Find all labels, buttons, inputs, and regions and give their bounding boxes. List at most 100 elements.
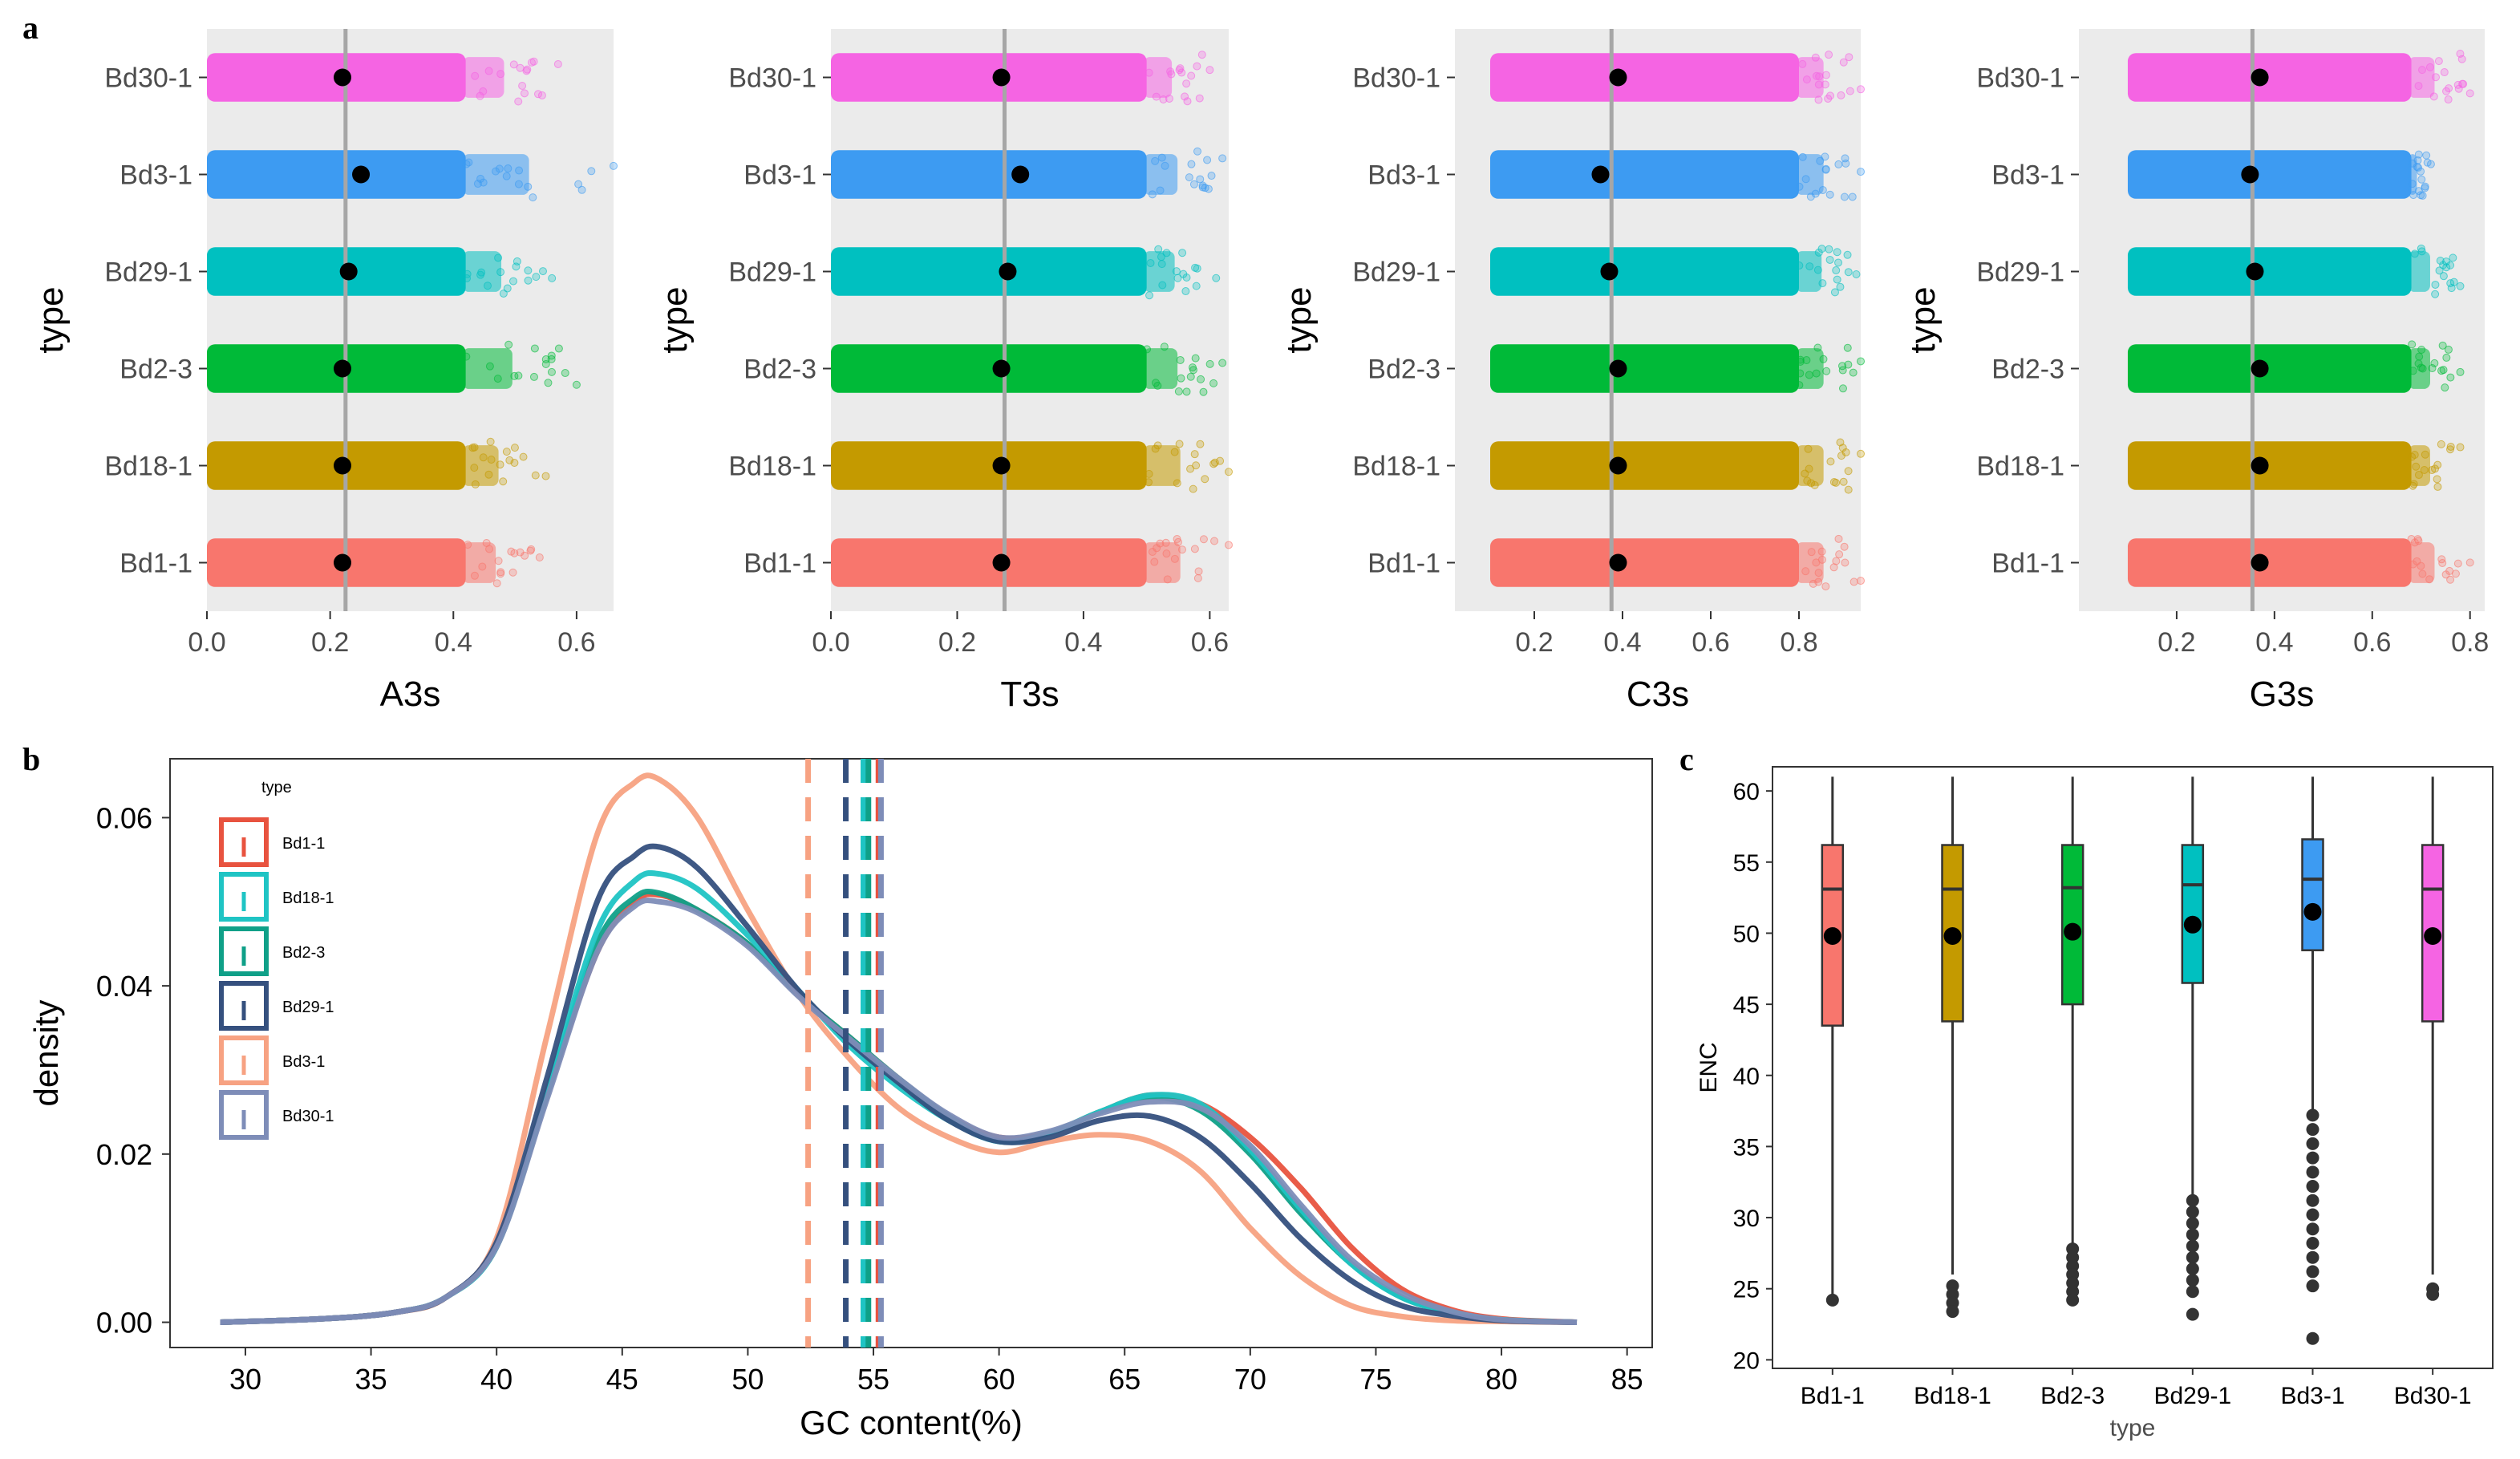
outlier-point xyxy=(1199,387,1208,396)
outlier-point xyxy=(2434,57,2443,66)
x-tick-label: 80 xyxy=(1485,1363,1517,1396)
x-tick-label: 0.4 xyxy=(1603,627,1641,658)
mean-point-bd1-1 xyxy=(334,553,351,572)
outlier-point xyxy=(1163,575,1172,584)
outlier-point xyxy=(496,568,505,577)
outlier-point xyxy=(1192,282,1201,290)
outlier-point xyxy=(471,480,480,488)
strip-band-bd1-1 xyxy=(1490,538,1799,587)
legend-label-bd18-1: Bd18-1 xyxy=(282,890,334,907)
outlier-point xyxy=(1796,369,1805,378)
outlier-point xyxy=(1162,549,1171,558)
mean-point-bd2-3 xyxy=(1609,359,1627,378)
outlier-point xyxy=(1183,97,1192,106)
outlier-point xyxy=(2408,180,2417,188)
outlier-point xyxy=(1849,368,1858,377)
jitter-chart-a3s: Bd30-1 Bd3-1 Bd29-1 Bd2-3 Bd18-1 Bd1-1 0.0 0.2 0… xyxy=(31,29,618,714)
outlier-point xyxy=(2417,346,2426,355)
mean-point-bd2-3 xyxy=(992,359,1011,378)
outlier-point xyxy=(1812,71,1821,80)
max-point-bd1-1 xyxy=(2465,558,2474,567)
x-tick-label: 0.0 xyxy=(812,627,849,658)
outlier-point xyxy=(2417,247,2426,256)
outlier-point xyxy=(2433,475,2441,484)
y-tick-label: 0.00 xyxy=(96,1307,152,1339)
outlier-point xyxy=(522,67,531,75)
outlier-point xyxy=(524,276,533,285)
outlier-point xyxy=(2186,1217,2199,1230)
outlier-point xyxy=(1209,379,1218,387)
outlier-point xyxy=(470,571,479,580)
plot-background xyxy=(1455,29,1861,611)
strip-fade-bd18-1 xyxy=(1143,445,1181,486)
outlier-point xyxy=(2425,63,2434,71)
x-tick-label: 60 xyxy=(983,1363,1015,1396)
x-axis-title: type xyxy=(2110,1415,2156,1441)
strip-band-bd29-1 xyxy=(2127,247,2412,296)
mean-point-bd18-1 xyxy=(1943,926,1962,945)
outlier-point xyxy=(1209,460,1218,468)
outlier-point xyxy=(1158,281,1167,290)
outlier-point xyxy=(507,547,516,556)
outlier-point xyxy=(479,87,488,95)
outlier-point xyxy=(485,362,494,371)
y-tick-label-bd18-1: Bd18-1 xyxy=(1976,452,2064,482)
y-tick-label-bd29-1: Bd29-1 xyxy=(1352,257,1440,288)
outlier-point xyxy=(2306,1165,2319,1179)
y-tick-label-bd30-1: Bd30-1 xyxy=(1976,63,2064,94)
y-tick-label: 30 xyxy=(1733,1206,1760,1232)
outlier-point xyxy=(1161,161,1169,170)
max-point-bd18-1 xyxy=(541,472,550,480)
outlier-point xyxy=(1839,477,1848,486)
strip-fade-bd2-3 xyxy=(1796,348,1824,389)
outlier-point xyxy=(2414,163,2423,172)
outlier-point xyxy=(1848,193,1857,201)
outlier-point xyxy=(1844,467,1853,476)
mean-point-bd3-1 xyxy=(352,165,371,184)
max-point-bd30-1 xyxy=(1205,66,1214,75)
outlier-point xyxy=(2306,1123,2319,1137)
legend-title: type xyxy=(261,779,292,796)
strip-band-bd1-1 xyxy=(831,538,1147,587)
outlier-point xyxy=(499,477,508,486)
y-tick-label-bd2-3: Bd2-3 xyxy=(120,355,192,385)
outlier-point xyxy=(2418,364,2427,373)
outlier-point xyxy=(2186,1205,2199,1218)
outlier-point xyxy=(1838,366,1847,375)
mean-point-bd29-1 xyxy=(2183,915,2202,934)
outlier-point xyxy=(1173,274,1182,282)
outlier-point xyxy=(2417,244,2425,253)
outlier-point xyxy=(1145,478,1153,487)
max-point-bd2-3 xyxy=(1857,357,1865,366)
outlier-point xyxy=(1815,72,1824,81)
outlier-point xyxy=(510,459,519,468)
outlier-point xyxy=(2440,68,2449,77)
y-tick-label: 45 xyxy=(1733,992,1760,1019)
max-point-bd29-1 xyxy=(1212,274,1221,282)
outlier-point xyxy=(484,67,493,75)
outlier-point xyxy=(1811,189,1820,198)
outlier-point xyxy=(2444,95,2453,104)
outlier-point xyxy=(1802,356,1811,365)
max-point-bd18-1 xyxy=(2456,443,2465,452)
x-tick-label: 45 xyxy=(606,1363,638,1396)
outlier-point xyxy=(2306,1265,2319,1279)
outlier-point xyxy=(1844,268,1853,277)
outlier-point xyxy=(2306,1250,2319,1264)
outlier-point xyxy=(1795,381,1804,390)
outlier-point xyxy=(502,172,511,180)
strip-band-bd18-1 xyxy=(831,441,1147,490)
outlier-point xyxy=(1838,384,1847,393)
outlier-point xyxy=(1832,557,1841,565)
outlier-point xyxy=(1844,485,1853,494)
outlier-point xyxy=(494,557,503,565)
outlier-point xyxy=(1152,92,1161,101)
x-tick-label: 0.0 xyxy=(188,627,225,658)
outlier-point xyxy=(1807,548,1816,557)
mean-point-bd3-1 xyxy=(2241,165,2259,184)
legend-label-bd1-1: Bd1-1 xyxy=(282,835,325,853)
outlier-point xyxy=(1197,375,1205,383)
outlier-point xyxy=(1818,279,1827,288)
outlier-point xyxy=(530,344,539,353)
outlier-point xyxy=(2409,367,2417,375)
